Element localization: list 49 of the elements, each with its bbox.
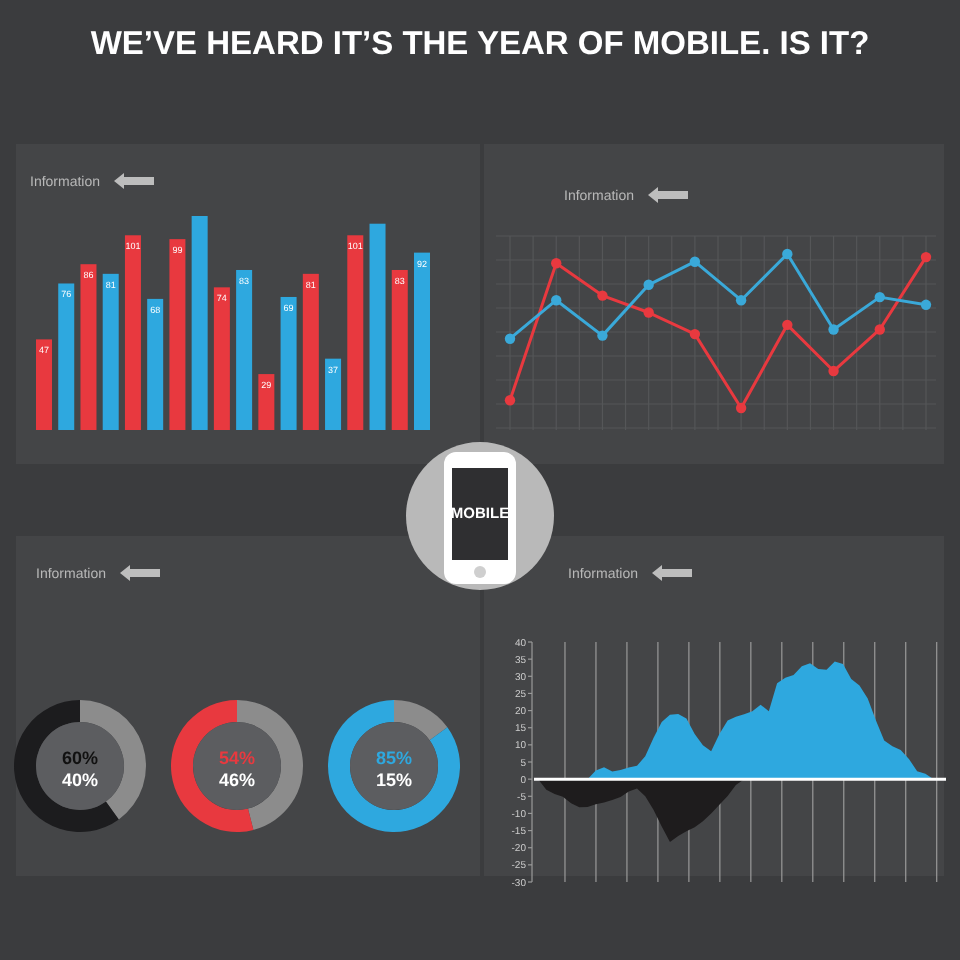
- point: [504, 333, 516, 344]
- bar: [325, 358, 342, 430]
- bar: [391, 269, 408, 430]
- point: [735, 295, 747, 306]
- point: [828, 324, 839, 335]
- donut-slice: [14, 700, 119, 832]
- bar: [169, 239, 186, 430]
- bar: [80, 264, 97, 430]
- point: [643, 307, 654, 318]
- text: 54%: [218, 748, 256, 768]
- bar: [258, 374, 275, 430]
- point: [735, 402, 747, 414]
- bar: [280, 296, 297, 430]
- point: [689, 256, 701, 267]
- point: [689, 328, 701, 340]
- point: [782, 248, 793, 260]
- point: [874, 324, 885, 335]
- point: [597, 290, 608, 301]
- point: [828, 365, 839, 377]
- point: [782, 319, 793, 331]
- text: 40%: [61, 770, 99, 790]
- text: 85%: [375, 748, 413, 768]
- bar: [147, 298, 164, 430]
- bar: [413, 252, 430, 430]
- bar: [213, 287, 230, 430]
- bar: [191, 216, 208, 430]
- point: [920, 251, 932, 263]
- bar: [302, 273, 319, 430]
- point: [874, 291, 885, 303]
- donut-slice: [328, 700, 460, 832]
- point: [643, 279, 654, 290]
- point: [551, 258, 562, 269]
- donut-slice: [171, 700, 254, 832]
- bar: [58, 283, 75, 430]
- bar: [124, 235, 141, 430]
- point: [551, 295, 562, 306]
- point: [920, 299, 932, 311]
- bar: [369, 223, 386, 430]
- point: [504, 395, 516, 406]
- text: 15%: [375, 770, 413, 790]
- point: [597, 330, 608, 341]
- text: 46%: [218, 770, 256, 790]
- donut-slice: [394, 700, 448, 741]
- text: WE’VE HEARD IT’S THE YEAR OF MOBILE. IS IT?: [90, 26, 870, 62]
- bar: [236, 269, 253, 430]
- text: 60%: [61, 748, 99, 768]
- bar: [102, 273, 119, 430]
- bar: [347, 235, 364, 430]
- bar: [36, 339, 53, 430]
